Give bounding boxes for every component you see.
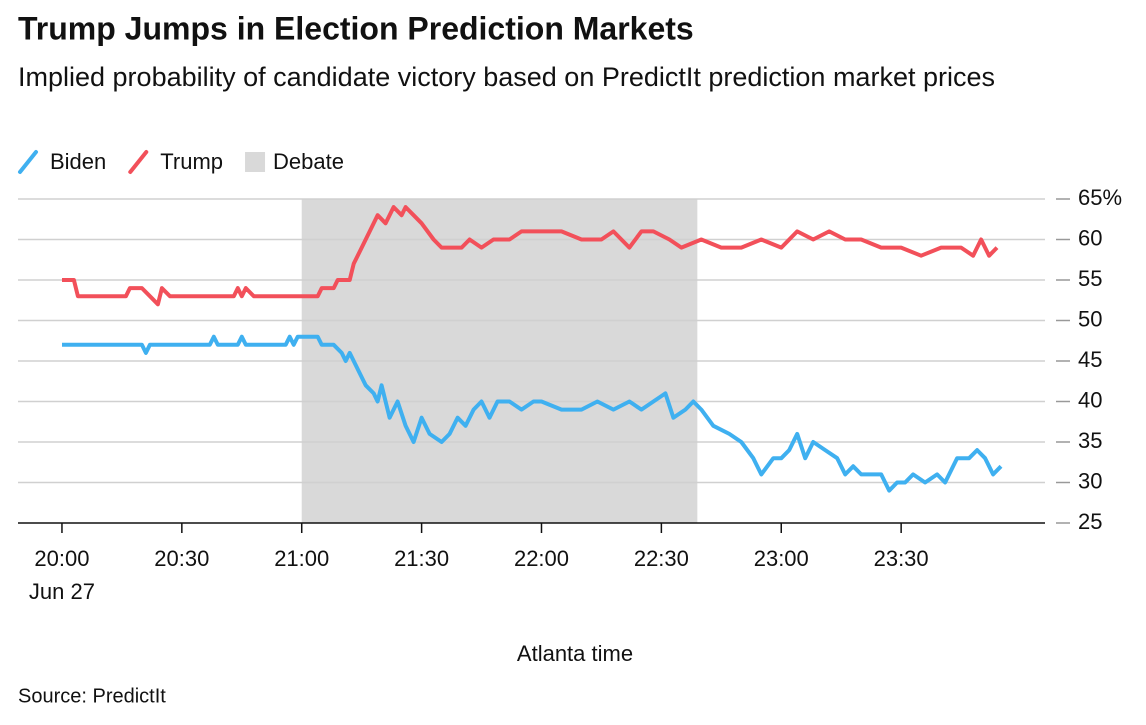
x-tick-label: 22:00 (514, 546, 569, 571)
y-tick-label: 45 (1078, 347, 1102, 372)
y-tick-label: 65% (1078, 185, 1122, 210)
legend-label: Biden (50, 149, 106, 174)
x-tick-label: 21:00 (274, 546, 329, 571)
y-tick-label: 40 (1078, 387, 1102, 412)
source: Source: PredictIt (18, 685, 166, 707)
legend-swatch (128, 150, 149, 174)
x-axis-label: Atlanta time (517, 641, 633, 666)
legend-swatch (245, 152, 266, 172)
legend-item: Trump (128, 149, 223, 174)
y-tick-label: 25 (1078, 509, 1102, 534)
y-tick-label: 60 (1078, 225, 1102, 250)
y-tick-label: 30 (1078, 468, 1102, 493)
y-tick-label: 55 (1078, 266, 1102, 291)
y-tick-label: 35 (1078, 428, 1102, 453)
legend-label: Debate (273, 149, 344, 174)
legend-swatch (18, 150, 38, 174)
x-tick-label: 23:00 (754, 546, 809, 571)
y-tick-label: 50 (1078, 306, 1102, 331)
x-date-label: Jun 27 (29, 579, 95, 604)
legend-label: Trump (160, 149, 223, 174)
x-tick-label: 21:30 (394, 546, 449, 571)
x-tick-label: 20:00 (34, 546, 89, 571)
x-tick-label: 22:30 (634, 546, 689, 571)
x-tick-label: 23:30 (874, 546, 929, 571)
legend-item: Biden (18, 149, 106, 174)
series-line (62, 334, 1003, 493)
chart-subtitle: Implied probability of candidate victory… (18, 62, 995, 92)
chart-title: Trump Jumps in Election Prediction Marke… (18, 10, 694, 46)
x-tick-label: 20:30 (154, 546, 209, 571)
series-line (62, 205, 999, 307)
